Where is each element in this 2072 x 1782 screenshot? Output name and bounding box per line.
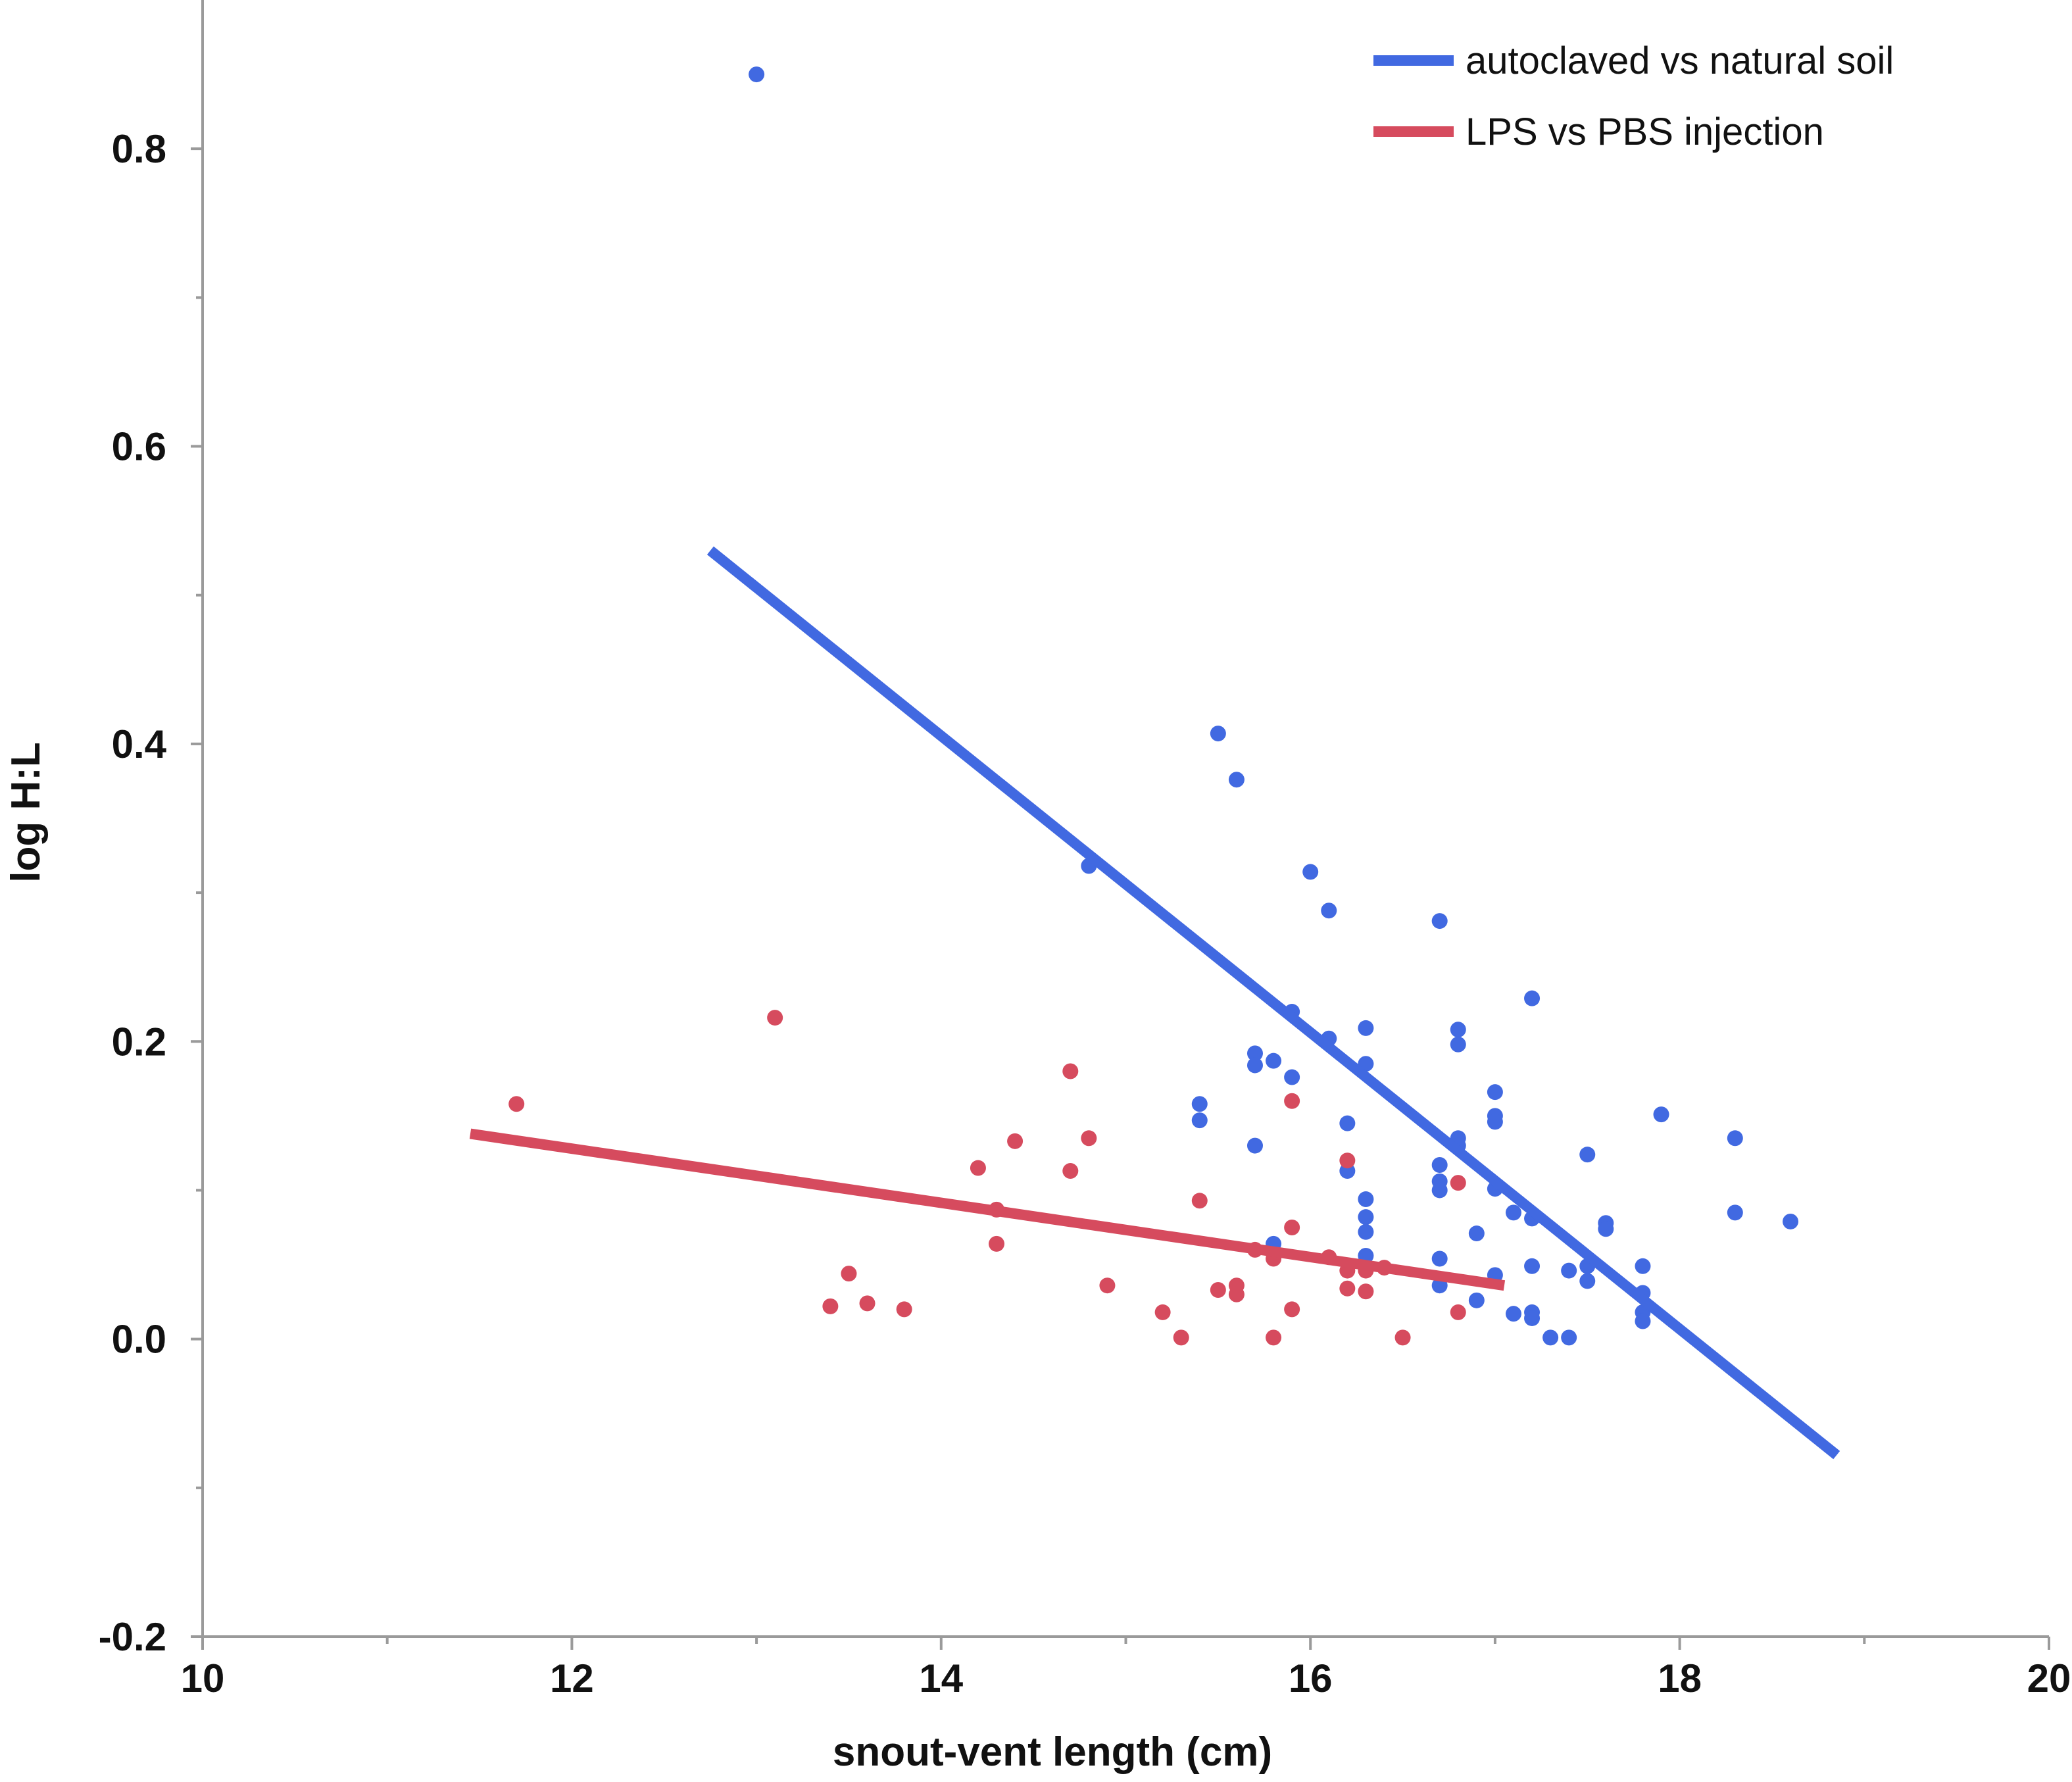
autoclaved-data-point bbox=[1635, 1258, 1651, 1274]
autoclaved-data-point bbox=[1228, 772, 1245, 788]
autoclaved-data-point bbox=[1542, 1329, 1559, 1346]
autoclaved-data-point bbox=[1191, 1112, 1208, 1129]
autoclaved-data-point bbox=[1246, 1137, 1263, 1154]
autoclaved-data-point bbox=[1358, 1191, 1374, 1208]
autoclaved-data-point bbox=[1358, 1224, 1374, 1240]
autoclaved-data-point bbox=[1191, 1096, 1208, 1112]
autoclaved-data-point bbox=[1468, 1225, 1485, 1242]
autoclaved-data-point bbox=[1431, 1157, 1448, 1174]
autoclaved-data-point bbox=[1468, 1292, 1485, 1308]
lps-data-point bbox=[822, 1298, 839, 1314]
x-axis-title: snout-vent length (cm) bbox=[833, 1729, 1272, 1775]
autoclaved-data-point bbox=[1783, 1213, 1799, 1229]
lps-fit-line bbox=[469, 1128, 1506, 1291]
lps-data-point bbox=[989, 1235, 1005, 1252]
lps-data-point bbox=[1284, 1220, 1300, 1235]
lps-data-point bbox=[508, 1096, 525, 1112]
lps-data-point bbox=[1062, 1163, 1079, 1179]
autoclaved-data-point bbox=[1524, 1310, 1541, 1326]
legend: autoclaved vs natural soil LPS vs PBS inj… bbox=[1373, 39, 1894, 153]
autoclaved-data-point bbox=[1727, 1130, 1743, 1147]
lps-data-point bbox=[767, 1010, 783, 1026]
autoclaved-data-point bbox=[1505, 1306, 1521, 1322]
lps-data-point bbox=[896, 1301, 912, 1318]
lps-data-point bbox=[859, 1295, 876, 1312]
lps-data-point bbox=[1284, 1301, 1300, 1318]
autoclaved-data-point bbox=[1505, 1204, 1521, 1221]
lps-data-point bbox=[1450, 1304, 1466, 1320]
x-tick-label: 14 bbox=[919, 1656, 963, 1700]
lps-data-point bbox=[970, 1160, 986, 1176]
y-tick-label: 0.8 bbox=[112, 127, 166, 171]
autoclaved-data-point bbox=[1727, 1204, 1743, 1221]
autoclaved-data-point bbox=[1579, 1273, 1596, 1289]
x-tick-label: 10 bbox=[181, 1656, 225, 1700]
autoclaved-data-point bbox=[1450, 1022, 1466, 1038]
autoclaved-data-point bbox=[1487, 1114, 1503, 1130]
autoclaved-data-point bbox=[1431, 913, 1448, 929]
lps-data-point bbox=[1062, 1063, 1079, 1079]
autoclaved-data-point bbox=[1302, 864, 1319, 880]
autoclaved-fit-line bbox=[706, 546, 1840, 1460]
x-tick-label: 18 bbox=[1658, 1656, 1702, 1700]
lps-data-point bbox=[1173, 1329, 1189, 1346]
autoclaved-data-point bbox=[1450, 1036, 1466, 1052]
lps-data-point bbox=[1007, 1133, 1024, 1149]
axes bbox=[201, 0, 2049, 1638]
lps-data-point bbox=[1210, 1281, 1226, 1298]
autoclaved-data-point bbox=[1358, 1020, 1374, 1036]
y-axis-ticks: -0.2 0.0 0.2 0.4 0.6 0.8 bbox=[99, 127, 203, 1659]
autoclaved-data-point bbox=[1487, 1084, 1503, 1101]
lps-data-point bbox=[1266, 1329, 1282, 1346]
lps-data-point bbox=[1154, 1304, 1171, 1320]
lps-data-point bbox=[841, 1266, 857, 1282]
autoclaved-data-point bbox=[1246, 1045, 1263, 1062]
autoclaved-data-point bbox=[1431, 1182, 1448, 1199]
lps-data-point bbox=[1284, 1093, 1300, 1109]
autoclaved-data-point bbox=[1524, 1258, 1541, 1274]
lps-data-point bbox=[1191, 1193, 1208, 1209]
autoclaved-data-point bbox=[749, 66, 765, 83]
autoclaved-data-point bbox=[1561, 1262, 1577, 1279]
autoclaved-data-point bbox=[1635, 1313, 1651, 1329]
autoclaved-data-point bbox=[1266, 1052, 1282, 1069]
lps-data-point bbox=[1394, 1329, 1411, 1346]
x-tick-label: 20 bbox=[2027, 1656, 2071, 1700]
lps-data-point bbox=[1339, 1152, 1356, 1169]
y-tick-label: -0.2 bbox=[99, 1615, 166, 1659]
autoclaved-data-point bbox=[1210, 726, 1226, 742]
lps-data-point bbox=[1450, 1175, 1466, 1191]
y-tick-label: 0.6 bbox=[112, 425, 166, 469]
legend-label-autoclaved: autoclaved vs natural soil bbox=[1466, 39, 1894, 82]
lps-data-point bbox=[1339, 1280, 1356, 1297]
autoclaved-data-point bbox=[1524, 990, 1541, 1006]
autoclaved-data-point bbox=[1598, 1221, 1614, 1237]
y-axis-title: log H:L bbox=[3, 742, 49, 883]
autoclaved-data-point bbox=[1358, 1209, 1374, 1225]
lps-data-point bbox=[1099, 1277, 1116, 1294]
autoclaved-data-point bbox=[1431, 1250, 1448, 1267]
autoclaved-data-point bbox=[1339, 1115, 1356, 1131]
y-tick-label: 0.0 bbox=[112, 1318, 166, 1362]
x-tick-label: 12 bbox=[550, 1656, 594, 1700]
y-tick-label: 0.2 bbox=[112, 1020, 166, 1064]
legend-label-lps: LPS vs PBS injection bbox=[1466, 111, 1824, 153]
autoclaved-data-point bbox=[1561, 1329, 1577, 1346]
data-points bbox=[508, 66, 1799, 1346]
fit-lines bbox=[469, 546, 1840, 1460]
x-tick-label: 16 bbox=[1289, 1656, 1333, 1700]
x-axis-ticks: 10 12 14 16 18 20 bbox=[181, 1637, 2071, 1700]
autoclaved-data-point bbox=[1321, 903, 1337, 919]
lps-data-point bbox=[1081, 1130, 1097, 1147]
lps-data-point bbox=[1228, 1286, 1245, 1302]
y-tick-label: 0.4 bbox=[112, 722, 167, 766]
lps-data-point bbox=[1358, 1283, 1374, 1300]
autoclaved-data-point bbox=[1284, 1069, 1300, 1085]
autoclaved-data-point bbox=[1653, 1106, 1669, 1123]
autoclaved-data-point bbox=[1579, 1147, 1596, 1163]
autoclaved-data-point bbox=[1246, 1057, 1263, 1074]
